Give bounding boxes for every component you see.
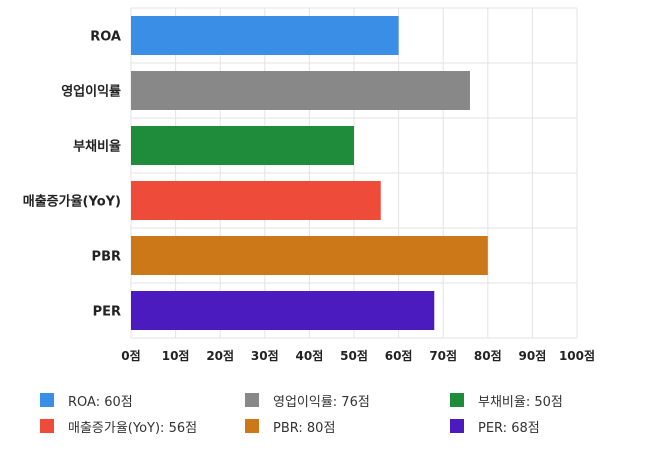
category-label: PBR (92, 250, 121, 265)
x-tick-label: 90점 (519, 348, 547, 363)
legend-swatch (245, 419, 259, 433)
legend-label: 매출증가율(YoY): 56점 (68, 420, 198, 436)
category-label: 영업이익률 (61, 84, 121, 100)
legend-label: ROA: 60점 (68, 394, 133, 410)
legend-swatch (40, 419, 54, 433)
legend-item-debt-ratio: 부채비율: 50점 (450, 390, 563, 410)
legend-swatch (245, 393, 259, 407)
category-label: 매출증가율(YoY) (23, 194, 121, 210)
category-label: ROA (90, 30, 121, 45)
legend-label: PER: 68점 (478, 420, 540, 436)
legend-item-operating-margin: 영업이익률: 76점 (245, 390, 370, 410)
legend-swatch (450, 419, 464, 433)
x-tick-label: 0점 (121, 348, 140, 363)
x-tick-label: 20점 (206, 348, 234, 363)
x-tick-label: 30점 (251, 348, 279, 363)
legend-item-pbr: PBR: 80점 (245, 416, 335, 436)
legend-label: 영업이익률: 76점 (273, 394, 370, 410)
x-tick-label: 50점 (340, 348, 368, 363)
x-tick-labels: 0점 10점 20점 30점 40점 50점 60점 70점 80점 90점 100점 (121, 348, 595, 363)
bars (131, 16, 488, 330)
legend-swatch (450, 393, 464, 407)
legend-label: 부채비율: 50점 (478, 394, 563, 410)
bar (131, 181, 381, 220)
bar (131, 236, 488, 275)
bar (131, 16, 399, 55)
bar (131, 291, 435, 330)
category-label: 부채비율 (73, 139, 121, 155)
bar (131, 71, 470, 110)
legend-item-roa: ROA: 60점 (40, 390, 133, 410)
legend-item-per: PER: 68점 (450, 416, 540, 436)
x-tick-label: 70점 (429, 348, 457, 363)
x-tick-label: 60점 (385, 348, 413, 363)
bar (131, 126, 354, 165)
x-tick-label: 40점 (296, 348, 324, 363)
category-label: PER (93, 305, 121, 320)
grid-lines (130, 7, 578, 339)
legend-label: PBR: 80점 (273, 420, 336, 436)
x-tick-label: 10점 (162, 348, 190, 363)
x-tick-label: 100점 (559, 348, 595, 363)
x-tick-label: 80점 (474, 348, 502, 363)
legend-item-sales-growth: 매출증가율(YoY): 56점 (40, 416, 197, 436)
legend-swatch (40, 393, 54, 407)
